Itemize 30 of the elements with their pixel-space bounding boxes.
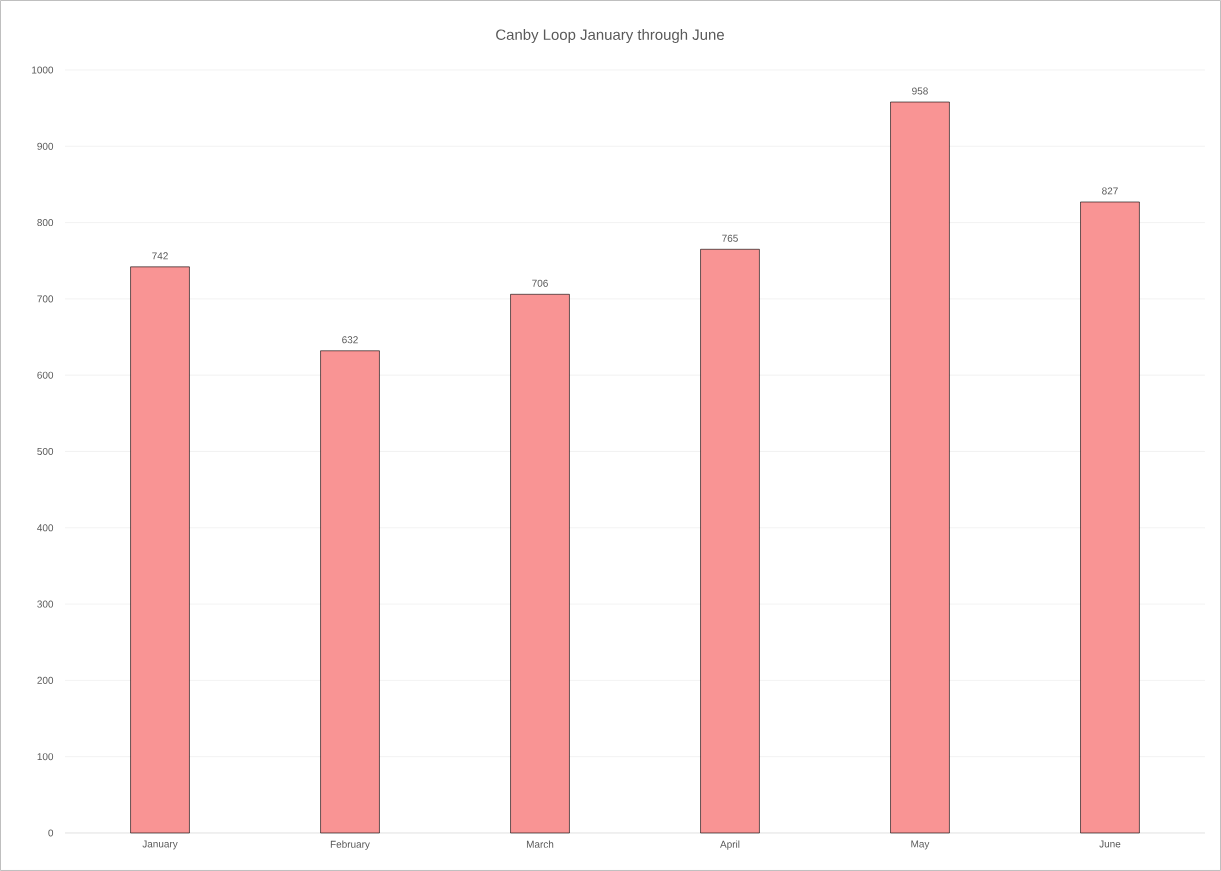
data-label: 958 [912, 87, 928, 95]
bar [510, 294, 570, 834]
y-tick-label: 300 [37, 600, 54, 608]
chart-title: Canby Loop January through June [496, 29, 724, 43]
y-tick-label: 600 [37, 371, 54, 379]
data-label: 765 [722, 234, 738, 242]
x-tick-label: March [526, 840, 554, 848]
data-label: 706 [532, 279, 548, 287]
y-tick-label: 100 [37, 753, 54, 761]
x-tick-label: April [720, 840, 740, 850]
data-label: 632 [342, 336, 358, 344]
y-tick-label: 900 [37, 142, 54, 150]
bar [130, 266, 190, 834]
x-tick-label: February [330, 840, 370, 850]
bar [320, 350, 380, 834]
y-tick-label: 0 [48, 829, 54, 837]
bar [700, 248, 760, 834]
y-tick-label: 400 [37, 524, 54, 532]
y-tick-label: 500 [37, 447, 54, 456]
data-label: 742 [152, 252, 168, 260]
y-tick-label: 800 [37, 219, 54, 227]
y-tick-label: 200 [37, 676, 54, 684]
data-label: 827 [1102, 187, 1118, 195]
x-tick-label: June [1099, 840, 1121, 848]
bar [1080, 201, 1140, 834]
y-tick-label: 1000 [32, 66, 54, 74]
x-tick-label: May [911, 840, 930, 850]
bar [890, 101, 950, 834]
y-tick-label: 700 [37, 295, 54, 303]
x-tick-label: January [142, 840, 178, 850]
